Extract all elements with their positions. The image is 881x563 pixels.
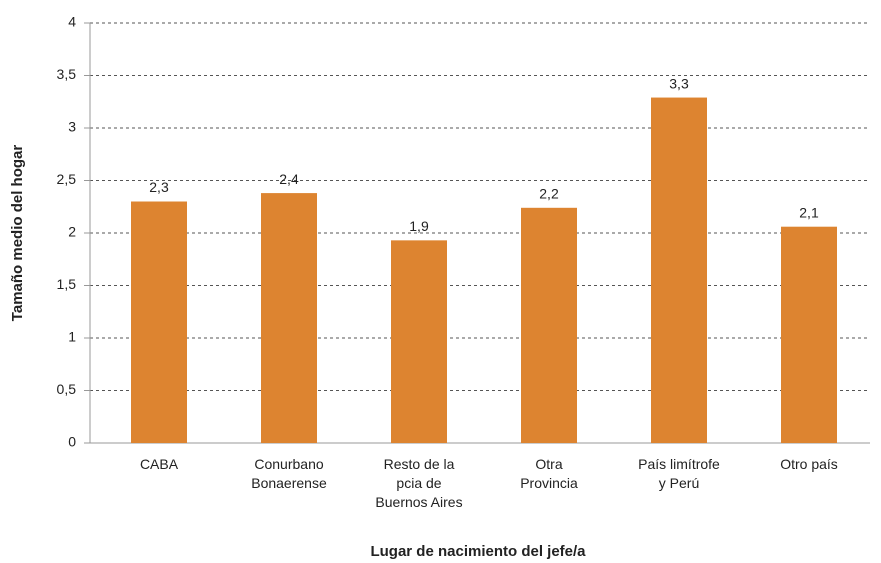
x-tick-line: País limítrofe xyxy=(638,456,720,472)
bar xyxy=(391,240,447,443)
data-label: 2,1 xyxy=(799,204,819,220)
x-tick-label: Otra Provincia xyxy=(520,456,578,491)
y-tick-label: 3 xyxy=(68,119,76,135)
y-tick-label: 4 xyxy=(68,14,76,30)
data-label: 1,9 xyxy=(409,218,429,234)
data-label: 3,3 xyxy=(669,75,689,91)
x-tick-label: Conurbano Bonaerense xyxy=(251,456,327,491)
x-tick-label: País limítrofe y Perú xyxy=(638,456,720,491)
x-tick-line: Resto de la xyxy=(384,456,455,472)
y-tick-label: 0 xyxy=(68,434,76,450)
x-tick-line: Bonaerense xyxy=(251,475,327,491)
data-label: 2,3 xyxy=(149,179,169,195)
x-tick-line: y Perú xyxy=(659,475,699,491)
bar xyxy=(261,193,317,443)
bar xyxy=(781,226,837,443)
x-tick-line: CABA xyxy=(140,456,179,472)
x-tick-line: Otro país xyxy=(780,456,838,472)
x-tick-label: CABA xyxy=(140,456,179,472)
bar xyxy=(131,201,187,443)
bar xyxy=(521,207,577,443)
y-tick-label: 3,5 xyxy=(57,66,77,82)
y-tick-label: 0,5 xyxy=(57,381,77,397)
data-label: 2,4 xyxy=(279,171,299,187)
bar xyxy=(651,97,707,444)
y-tick-label: 2 xyxy=(68,224,76,240)
x-tick-line: pcia de xyxy=(396,475,441,491)
x-tick-label: Otro país xyxy=(780,456,838,472)
y-axis-title: Tamaño medio del hogar xyxy=(9,145,26,322)
y-tick-label: 2,5 xyxy=(57,171,77,187)
data-label: 2,2 xyxy=(539,186,559,202)
x-tick-line: Conurbano xyxy=(254,456,323,472)
y-tick-label: 1,5 xyxy=(57,276,77,292)
x-tick-label: Resto de la pcia de Buernos Aires xyxy=(375,456,462,510)
x-tick-line: Otra xyxy=(535,456,562,472)
x-axis-title: Lugar de nacimiento del jefe/a xyxy=(370,543,586,560)
y-tick-label: 1 xyxy=(68,329,76,345)
x-tick-line: Provincia xyxy=(520,475,578,491)
x-tick-line: Buernos Aires xyxy=(375,494,462,510)
